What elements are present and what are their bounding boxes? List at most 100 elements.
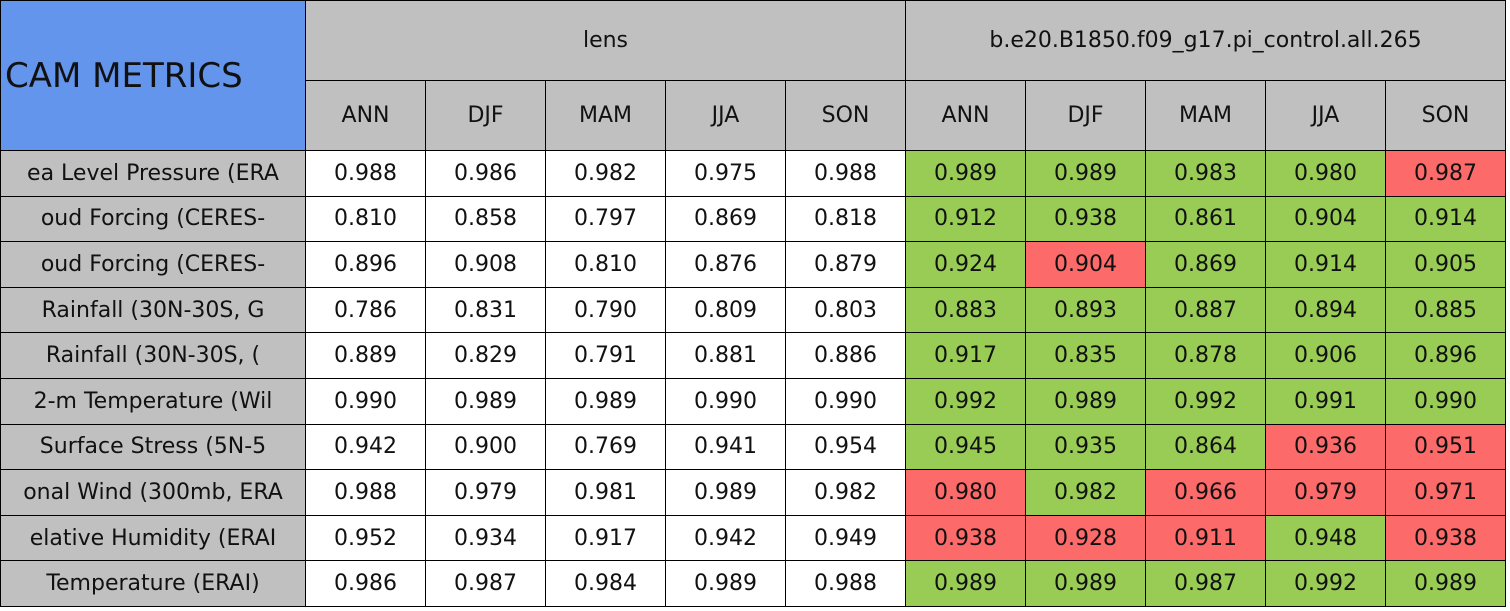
value-cell: 0.990 [785, 378, 906, 425]
value-cell: 0.971 [1385, 469, 1506, 516]
value-cell: 0.864 [1145, 423, 1266, 471]
season-header: JJA [665, 80, 786, 151]
value-cell: 0.980 [905, 469, 1026, 516]
value-cell: 0.896 [305, 241, 426, 288]
season-header: DJF [425, 80, 546, 151]
value-cell: 0.981 [545, 469, 666, 516]
value-cell: 0.982 [785, 469, 906, 516]
value-cell: 0.904 [1265, 195, 1386, 243]
value-cell: 0.934 [425, 514, 546, 562]
value-cell: 0.990 [665, 378, 786, 425]
value-cell: 0.945 [905, 423, 1026, 471]
value-cell: 0.935 [1025, 423, 1146, 471]
value-cell: 0.992 [1265, 560, 1386, 607]
value-cell: 0.989 [665, 560, 786, 607]
value-cell: 0.982 [1025, 469, 1146, 516]
value-cell: 0.984 [545, 560, 666, 607]
value-cell: 0.881 [665, 332, 786, 379]
value-cell: 0.988 [305, 150, 426, 197]
value-cell: 0.924 [905, 241, 1026, 288]
value-cell: 0.990 [1385, 378, 1506, 425]
value-cell: 0.835 [1025, 332, 1146, 379]
value-cell: 0.938 [905, 514, 1026, 562]
value-cell: 0.883 [905, 286, 1026, 334]
value-cell: 0.928 [1025, 514, 1146, 562]
value-cell: 0.803 [785, 286, 906, 334]
value-cell: 0.989 [1025, 560, 1146, 607]
value-cell: 0.949 [785, 514, 906, 562]
group-header: b.e20.B1850.f09_g17.pi_control.all.265 [905, 0, 1506, 81]
value-cell: 0.887 [1145, 286, 1266, 334]
value-cell: 0.954 [785, 423, 906, 471]
value-cell: 0.769 [545, 423, 666, 471]
value-cell: 0.952 [305, 514, 426, 562]
value-cell: 0.989 [545, 378, 666, 425]
value-cell: 0.905 [1385, 241, 1506, 288]
value-cell: 0.992 [1145, 378, 1266, 425]
value-cell: 0.991 [1265, 378, 1386, 425]
value-cell: 0.904 [1025, 241, 1146, 288]
season-header: MAM [1145, 80, 1266, 151]
row-label: Rainfall (30N-30S, G [0, 286, 306, 334]
value-cell: 0.900 [425, 423, 546, 471]
value-cell: 0.989 [665, 469, 786, 516]
value-cell: 0.989 [425, 378, 546, 425]
value-cell: 0.987 [1145, 560, 1266, 607]
value-cell: 0.989 [905, 150, 1026, 197]
value-cell: 0.818 [785, 195, 906, 243]
value-cell: 0.988 [785, 560, 906, 607]
value-cell: 0.876 [665, 241, 786, 288]
value-cell: 0.986 [425, 150, 546, 197]
value-cell: 0.914 [1265, 241, 1386, 288]
row-label: Rainfall (30N-30S, ( [0, 332, 306, 379]
season-header: ANN [905, 80, 1026, 151]
value-cell: 0.986 [305, 560, 426, 607]
value-cell: 0.893 [1025, 286, 1146, 334]
value-cell: 0.987 [425, 560, 546, 607]
value-cell: 0.942 [665, 514, 786, 562]
value-cell: 0.979 [1265, 469, 1386, 516]
value-cell: 0.987 [1385, 150, 1506, 197]
value-cell: 0.908 [425, 241, 546, 288]
value-cell: 0.983 [1145, 150, 1266, 197]
value-cell: 0.914 [1385, 195, 1506, 243]
row-label: oud Forcing (CERES- [0, 241, 306, 288]
value-cell: 0.790 [545, 286, 666, 334]
value-cell: 0.879 [785, 241, 906, 288]
value-cell: 0.896 [1385, 332, 1506, 379]
value-cell: 0.809 [665, 286, 786, 334]
value-cell: 0.889 [305, 332, 426, 379]
season-header: SON [1385, 80, 1506, 151]
row-label: ea Level Pressure (ERA [0, 150, 306, 197]
value-cell: 0.988 [305, 469, 426, 516]
row-label: oud Forcing (CERES- [0, 195, 306, 243]
value-cell: 0.948 [1265, 514, 1386, 562]
value-cell: 0.810 [545, 241, 666, 288]
row-label: onal Wind (300mb, ERA [0, 469, 306, 516]
value-cell: 0.869 [665, 195, 786, 243]
season-header: SON [785, 80, 906, 151]
value-cell: 0.979 [425, 469, 546, 516]
value-cell: 0.797 [545, 195, 666, 243]
value-cell: 0.951 [1385, 423, 1506, 471]
value-cell: 0.869 [1145, 241, 1266, 288]
value-cell: 0.878 [1145, 332, 1266, 379]
row-label: Temperature (ERAI) [0, 560, 306, 607]
value-cell: 0.942 [305, 423, 426, 471]
value-cell: 0.989 [1385, 560, 1506, 607]
season-header: DJF [1025, 80, 1146, 151]
value-cell: 0.810 [305, 195, 426, 243]
value-cell: 0.989 [1025, 378, 1146, 425]
row-label: elative Humidity (ERAI [0, 514, 306, 562]
value-cell: 0.858 [425, 195, 546, 243]
value-cell: 0.829 [425, 332, 546, 379]
value-cell: 0.938 [1025, 195, 1146, 243]
season-header: MAM [545, 80, 666, 151]
value-cell: 0.992 [905, 378, 1026, 425]
value-cell: 0.917 [905, 332, 1026, 379]
value-cell: 0.936 [1265, 423, 1386, 471]
value-cell: 0.989 [1025, 150, 1146, 197]
season-header: JJA [1265, 80, 1386, 151]
value-cell: 0.982 [545, 150, 666, 197]
